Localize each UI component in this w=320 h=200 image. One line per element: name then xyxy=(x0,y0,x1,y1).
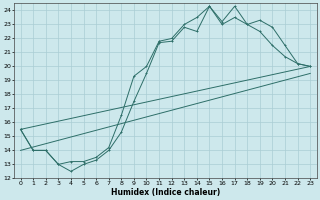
X-axis label: Humidex (Indice chaleur): Humidex (Indice chaleur) xyxy=(111,188,220,197)
